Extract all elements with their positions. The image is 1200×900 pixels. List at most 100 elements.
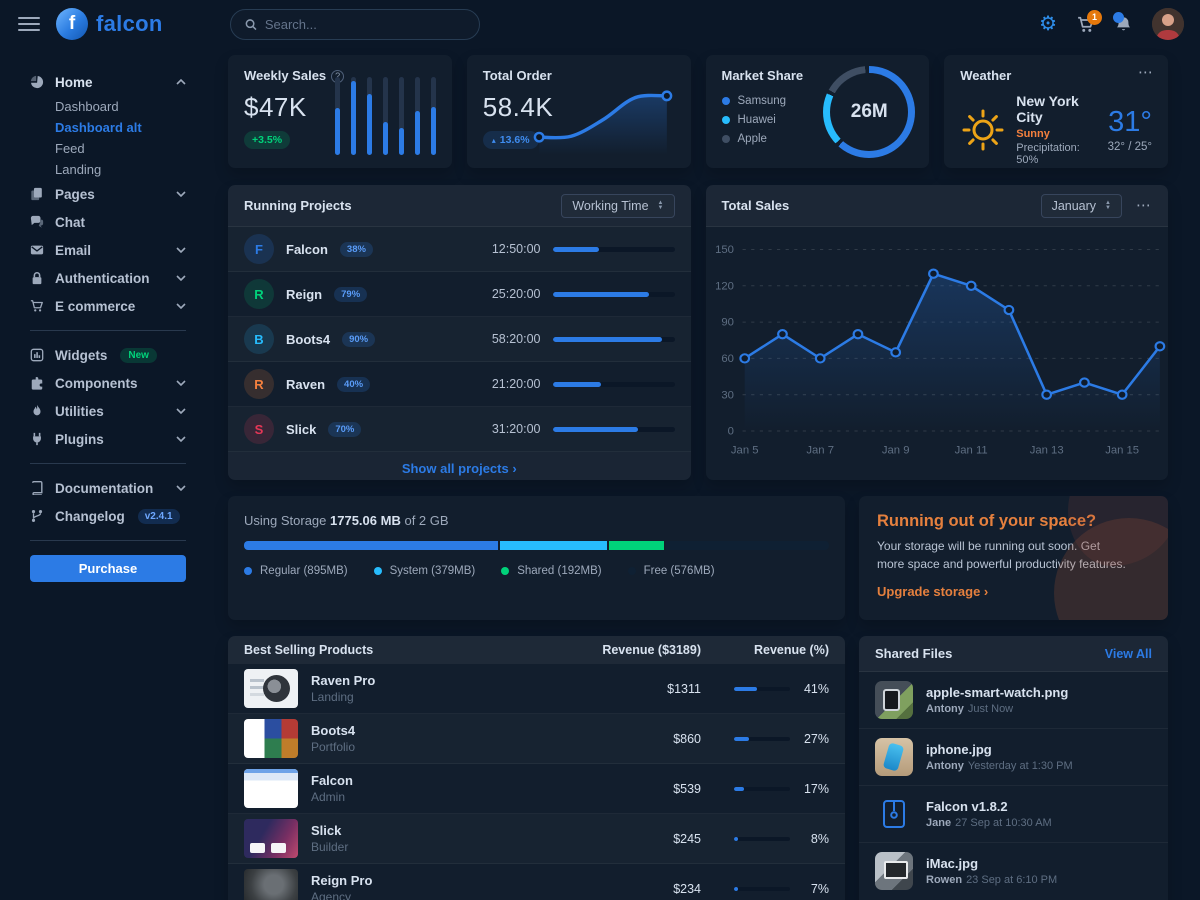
notifications-bell-icon[interactable] xyxy=(1113,11,1132,33)
svg-text:Jan 13: Jan 13 xyxy=(1029,445,1063,457)
product-name[interactable]: Slick xyxy=(311,823,342,838)
file-author: Antony xyxy=(926,703,964,715)
sidebar-item-email[interactable]: Email xyxy=(30,236,186,264)
sidebar-item-ecommerce[interactable]: E commerce xyxy=(30,292,186,320)
shared-file-item: Falcon v1.8.2 Jane 27 Sep at 10:30 AM xyxy=(859,785,1168,842)
card-title: Running Projects xyxy=(244,198,352,213)
select-arrows-icon: ▲ ▼ xyxy=(1105,199,1111,211)
more-options-icon[interactable]: ⋯ xyxy=(1138,64,1154,81)
show-all-projects-link[interactable]: Show all projects › xyxy=(228,452,691,480)
product-category: Admin xyxy=(311,790,346,804)
user-avatar[interactable] xyxy=(1152,8,1184,40)
falcon-logo-icon: f xyxy=(56,8,88,40)
sidebar-item-documentation[interactable]: Documentation xyxy=(30,474,186,502)
project-row: R Raven 40% 21:20:00 xyxy=(228,362,691,407)
sidebar-item-home[interactable]: Home xyxy=(30,68,186,96)
sidebar-item-pages[interactable]: Pages xyxy=(30,180,186,208)
sidebar-divider xyxy=(30,540,186,541)
svg-text:Jan 15: Jan 15 xyxy=(1105,445,1139,457)
project-avatar: S xyxy=(244,414,274,444)
svg-text:Jan 9: Jan 9 xyxy=(881,445,909,457)
navbar-actions: ⚙ 1 xyxy=(1039,8,1184,40)
weather-card: Weather ⋯ New York City Sunny Precipitat… xyxy=(944,55,1168,168)
total-order-card: Total Order 58.4K ▴ 13.6% xyxy=(466,55,691,168)
sidebar-item-dashboard-alt[interactable]: Dashboard alt xyxy=(55,120,142,135)
svg-text:90: 90 xyxy=(721,317,734,329)
card-title: Weather xyxy=(960,68,1012,83)
sidebar-item-dashboard[interactable]: Dashboard xyxy=(55,99,119,114)
project-avatar: R xyxy=(244,279,274,309)
purchase-button[interactable]: Purchase xyxy=(30,555,186,582)
hamburger-menu-icon[interactable] xyxy=(18,17,40,31)
brand[interactable]: f falcon xyxy=(56,8,202,40)
revenue-percent: 8% xyxy=(810,831,829,846)
sidebar-item-feed[interactable]: Feed xyxy=(55,141,85,156)
file-name[interactable]: iphone.jpg xyxy=(926,742,992,757)
product-name[interactable]: Raven Pro xyxy=(311,673,376,688)
working-time-select[interactable]: Working Time ▲ ▼ xyxy=(561,193,675,218)
revenue-progress-bar xyxy=(734,836,790,841)
file-thumbnail xyxy=(875,852,913,890)
table-row: Slick Builder $245 8% xyxy=(228,814,845,864)
sidebar-item-components[interactable]: Components xyxy=(30,369,186,397)
sidebar-item-chat[interactable]: Chat xyxy=(30,208,186,236)
revenue-percent: 27% xyxy=(803,731,829,746)
donut-center-label: 26M xyxy=(850,101,888,122)
revenue-progress-bar xyxy=(734,686,790,691)
svg-text:Jan 7: Jan 7 xyxy=(806,445,834,457)
project-time: 31:20:00 xyxy=(491,422,541,436)
project-name[interactable]: Reign xyxy=(286,286,323,302)
project-row: F Falcon 38% 12:50:00 xyxy=(228,227,691,272)
project-progress-bar xyxy=(552,381,675,387)
cart-icon[interactable]: 1 xyxy=(1077,9,1102,33)
product-thumbnail xyxy=(244,819,298,858)
svg-text:120: 120 xyxy=(715,281,734,293)
file-name[interactable]: Falcon v1.8.2 xyxy=(926,799,1008,814)
file-name[interactable]: iMac.jpg xyxy=(926,856,979,871)
sidebar-item-changelog[interactable]: Changelog v2.4.1 xyxy=(30,502,186,530)
card-title: Shared Files xyxy=(875,646,953,661)
revenue-percent: 17% xyxy=(803,781,829,796)
project-avatar: B xyxy=(244,324,274,354)
table-row: Reign Pro Agency $234 7% xyxy=(228,864,845,900)
market-share-card: Market Share Samsung Huawei Apple 26M xyxy=(705,55,930,168)
product-category: Agency xyxy=(311,890,352,900)
table-row: Falcon Admin $539 17% xyxy=(228,764,845,814)
file-name[interactable]: apple-smart-watch.png xyxy=(926,685,1069,700)
total-sales-line-chart: 0 30 60 90 120 150 Jan 5 Jan 7 Jan 9 Jan 11 Jan 13… xyxy=(715,244,1165,457)
upgrade-storage-link[interactable]: Upgrade storage › xyxy=(877,584,989,599)
chevron-down-icon xyxy=(176,380,186,386)
best-selling-products-card: Best Selling Products Revenue ($3189) Re… xyxy=(228,636,845,900)
more-options-icon[interactable]: ⋯ xyxy=(1136,197,1152,214)
shared-file-item: iphone.jpg Antony Yesterday at 1:30 PM xyxy=(859,728,1168,785)
archive-file-icon xyxy=(875,795,913,833)
search-box[interactable] xyxy=(230,8,480,40)
table-header: Best Selling Products Revenue ($3189) Re… xyxy=(228,636,845,664)
sidebar-item-authentication[interactable]: Authentication xyxy=(30,264,186,292)
sidebar-divider xyxy=(30,463,186,464)
project-name[interactable]: Raven xyxy=(286,376,326,392)
project-progress-bar xyxy=(552,291,675,297)
settings-gear-icon[interactable]: ⚙ xyxy=(1039,13,1057,35)
product-name[interactable]: Reign Pro xyxy=(311,873,373,888)
product-name[interactable]: Falcon xyxy=(311,773,353,788)
search-input[interactable] xyxy=(264,16,465,32)
total-sales-card: Total Sales January ▲ ▼ ⋯ 0 30 60 90 120 150 Ja… xyxy=(705,185,1168,480)
view-all-link[interactable]: View All xyxy=(1104,646,1152,661)
project-percent-badge: 90% xyxy=(342,331,376,347)
product-name[interactable]: Boots4 xyxy=(311,723,356,738)
sidebar-item-plugins[interactable]: Plugins xyxy=(30,425,186,453)
weekly-sales-value: $47K xyxy=(244,92,307,122)
project-name[interactable]: Slick xyxy=(286,421,317,437)
revenue-percent: 7% xyxy=(810,881,829,896)
project-row: S Slick 70% 31:20:00 xyxy=(228,407,691,452)
legend-dot xyxy=(501,567,510,575)
sidebar-item-utilities[interactable]: Utilities xyxy=(30,397,186,425)
project-name[interactable]: Falcon xyxy=(286,241,328,257)
sidebar-item-landing[interactable]: Landing xyxy=(55,162,102,177)
file-author: Antony xyxy=(926,760,964,772)
sidebar-item-widgets[interactable]: Widgets New xyxy=(30,341,186,369)
storage-card: Using Storage 1775.06 MB of 2 GB Regular… xyxy=(228,496,845,620)
month-select[interactable]: January ▲ ▼ xyxy=(1040,193,1122,218)
project-name[interactable]: Boots4 xyxy=(286,331,331,347)
